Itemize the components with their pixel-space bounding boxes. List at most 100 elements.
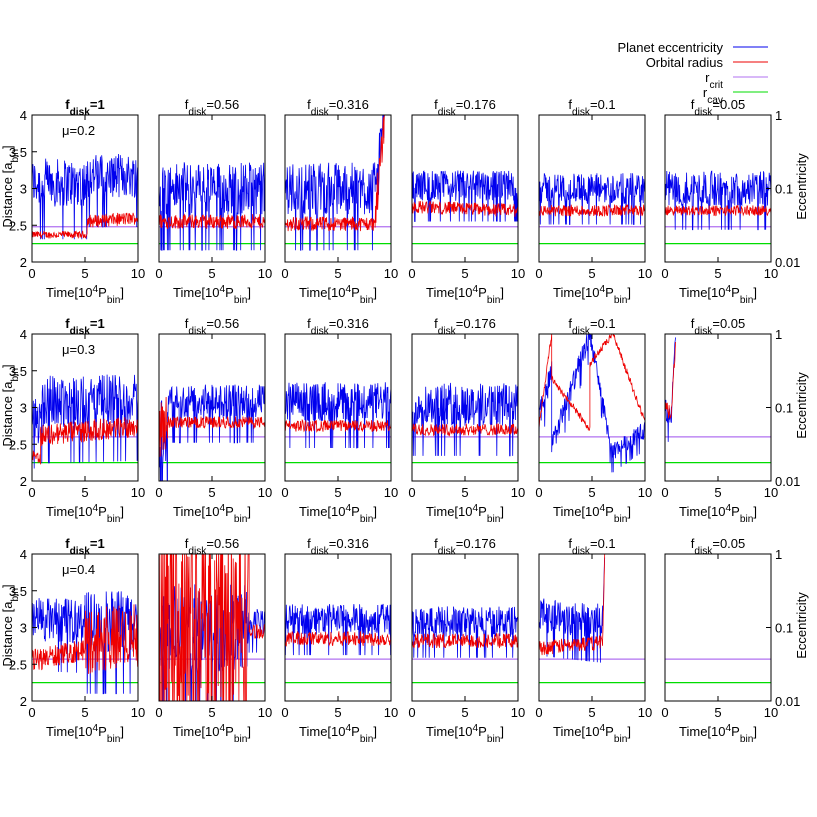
x-tick-label: 0 bbox=[155, 705, 162, 720]
panel: 0 5 10 Time[104Pbin] fdisk=0.1 bbox=[535, 316, 652, 525]
panel-title: fdisk=0.1 bbox=[568, 97, 615, 118]
x-tick-label: 5 bbox=[334, 485, 341, 500]
eccentricity-series bbox=[412, 606, 518, 658]
y-tick-label: 4 bbox=[20, 547, 27, 562]
x-tick-label: 5 bbox=[81, 485, 88, 500]
x-axis-label: Time[104Pbin] bbox=[173, 503, 251, 525]
legend-label: Orbital radius bbox=[646, 55, 724, 70]
panel-title: fdisk=0.05 bbox=[691, 97, 746, 118]
x-tick-label: 5 bbox=[461, 266, 468, 281]
x-tick-label: 10 bbox=[258, 705, 272, 720]
orbital-radius-series bbox=[539, 334, 645, 431]
panel-title: fdisk=0.1 bbox=[568, 316, 615, 337]
y-right-tick-label: 0.1 bbox=[775, 401, 793, 416]
x-tick-label: 10 bbox=[511, 705, 525, 720]
panel-title: fdisk=0.05 bbox=[691, 536, 746, 557]
panel: 0 5 10 Time[104Pbin] fdisk=0.316 bbox=[281, 97, 398, 306]
y-right-tick-label: 0.1 bbox=[775, 621, 793, 636]
orbital-radius-series bbox=[285, 115, 385, 232]
y-tick-label: 3 bbox=[20, 182, 27, 197]
y-axis-label: Distance [abin] bbox=[0, 364, 21, 446]
panel: 0 5 10 Time[104Pbin] fdisk=1 2 2.5 3 3.5 4 Distanc… bbox=[0, 97, 145, 306]
y-right-tick-label: 1 bbox=[775, 547, 782, 562]
eccentricity-series bbox=[32, 153, 138, 240]
x-tick-label: 0 bbox=[661, 485, 668, 500]
x-tick-label: 0 bbox=[535, 705, 542, 720]
y-axis-label: Distance [abin] bbox=[0, 145, 21, 227]
x-tick-label: 10 bbox=[258, 266, 272, 281]
panel-title: fdisk=0.56 bbox=[185, 536, 240, 557]
y-axis-label: Distance [abin] bbox=[0, 584, 21, 666]
panel: 0 5 10 Time[104Pbin] fdisk=1 2 2.5 3 3.5 4 Distanc… bbox=[0, 536, 145, 745]
x-tick-label: 5 bbox=[588, 705, 595, 720]
x-tick-label: 10 bbox=[764, 705, 778, 720]
x-tick-label: 5 bbox=[588, 266, 595, 281]
orbital-radius-series bbox=[32, 604, 138, 674]
panel-title: fdisk=0.1 bbox=[568, 536, 615, 557]
panel: 0 5 10 Time[104Pbin] fdisk=0.56 bbox=[155, 536, 272, 745]
mu-label: μ=0.2 bbox=[62, 123, 95, 138]
panel-title: fdisk=0.316 bbox=[307, 97, 369, 118]
x-axis-label: Time[104Pbin] bbox=[299, 723, 377, 745]
y-tick-label: 3.5 bbox=[9, 584, 27, 599]
panel-frame bbox=[664, 333, 772, 482]
x-tick-label: 0 bbox=[661, 705, 668, 720]
panel: 0 5 10 Time[104Pbin] fdisk=0.05 0.01 0.1 1 Eccen… bbox=[661, 97, 809, 306]
panel: 0 5 10 Time[104Pbin] fdisk=0.05 0.01 0.1 1 Eccen… bbox=[661, 536, 809, 745]
x-axis-label: Time[104Pbin] bbox=[426, 723, 504, 745]
y-right-axis-label: Eccentricity bbox=[794, 153, 809, 220]
panel-title: fdisk=1 bbox=[65, 316, 104, 337]
x-tick-label: 10 bbox=[131, 705, 145, 720]
x-tick-label: 10 bbox=[258, 485, 272, 500]
eccentricity-series bbox=[539, 557, 606, 663]
panel-title: fdisk=0.56 bbox=[185, 97, 240, 118]
x-axis-label: Time[104Pbin] bbox=[46, 723, 124, 745]
eccentricity-series bbox=[665, 170, 771, 231]
x-tick-label: 5 bbox=[208, 705, 215, 720]
x-axis-label: Time[104Pbin] bbox=[553, 723, 631, 745]
panel: 0 5 10 Time[104Pbin] fdisk=0.05 0.01 0.1 1 Eccen… bbox=[661, 316, 809, 525]
y-tick-label: 2.5 bbox=[9, 657, 27, 672]
x-tick-label: 10 bbox=[131, 266, 145, 281]
y-tick-label: 3 bbox=[20, 401, 27, 416]
y-right-tick-label: 0.01 bbox=[775, 255, 800, 270]
x-axis-label: Time[104Pbin] bbox=[299, 503, 377, 525]
y-tick-label: 2.5 bbox=[9, 437, 27, 452]
x-tick-label: 0 bbox=[535, 485, 542, 500]
x-tick-label: 5 bbox=[714, 705, 721, 720]
orbital-radius-series bbox=[32, 212, 138, 239]
x-tick-label: 5 bbox=[461, 485, 468, 500]
orbital-radius-series bbox=[285, 631, 391, 647]
legend-label: rcrit bbox=[705, 70, 723, 91]
orbital-radius-series bbox=[665, 204, 771, 217]
panel-title: fdisk=1 bbox=[65, 97, 104, 118]
x-axis-label: Time[104Pbin] bbox=[173, 723, 251, 745]
x-tick-label: 10 bbox=[511, 266, 525, 281]
x-tick-label: 5 bbox=[208, 485, 215, 500]
x-tick-label: 10 bbox=[638, 705, 652, 720]
x-tick-label: 5 bbox=[714, 266, 721, 281]
x-axis-label: Time[104Pbin] bbox=[173, 284, 251, 306]
panel-frame bbox=[664, 553, 772, 702]
y-right-tick-label: 0.01 bbox=[775, 694, 800, 709]
panel: 0 5 10 Time[104Pbin] fdisk=0.56 bbox=[155, 97, 272, 306]
eccentricity-series bbox=[285, 382, 391, 449]
orbital-radius-series bbox=[412, 632, 518, 649]
panel-frame bbox=[538, 333, 646, 482]
x-tick-label: 0 bbox=[408, 705, 415, 720]
x-axis-label: Time[104Pbin] bbox=[299, 284, 377, 306]
x-axis-label: Time[104Pbin] bbox=[679, 284, 757, 306]
x-axis-label: Time[104Pbin] bbox=[426, 503, 504, 525]
panel: 0 5 10 Time[104Pbin] fdisk=0.176 bbox=[408, 316, 525, 525]
x-tick-label: 0 bbox=[28, 266, 35, 281]
y-right-tick-label: 1 bbox=[775, 108, 782, 123]
y-tick-label: 2 bbox=[20, 694, 27, 709]
x-tick-label: 10 bbox=[764, 266, 778, 281]
x-tick-label: 0 bbox=[535, 266, 542, 281]
x-tick-label: 10 bbox=[384, 485, 398, 500]
y-right-tick-label: 0.01 bbox=[775, 474, 800, 489]
eccentricity-series bbox=[412, 382, 518, 457]
mu-label: μ=0.4 bbox=[62, 562, 95, 577]
y-tick-label: 2.5 bbox=[9, 218, 27, 233]
